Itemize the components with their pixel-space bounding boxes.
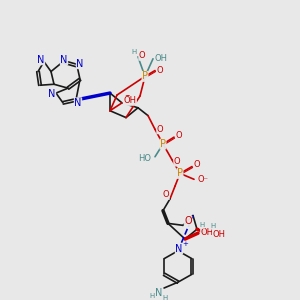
Text: O: O: [157, 125, 163, 134]
Text: OH: OH: [154, 54, 167, 63]
Text: N: N: [74, 98, 82, 108]
Text: P: P: [160, 139, 166, 149]
Text: N: N: [76, 59, 84, 69]
Text: N: N: [37, 55, 45, 65]
Text: P: P: [177, 168, 183, 178]
Text: OH: OH: [200, 228, 214, 237]
Text: O: O: [139, 51, 145, 60]
Text: O: O: [194, 160, 200, 169]
Text: O: O: [184, 216, 192, 226]
Text: H: H: [200, 222, 205, 228]
Text: O: O: [157, 66, 163, 75]
Text: N: N: [60, 55, 68, 65]
Text: OH: OH: [212, 230, 226, 239]
Text: O: O: [174, 157, 180, 166]
Text: HO: HO: [139, 154, 152, 163]
Text: H: H: [131, 49, 136, 55]
Text: N: N: [155, 288, 163, 298]
Text: P: P: [142, 71, 148, 81]
Text: H: H: [149, 293, 154, 299]
Text: N: N: [48, 89, 56, 99]
Text: H: H: [162, 295, 168, 300]
Text: N: N: [175, 244, 183, 254]
Text: H: H: [210, 223, 216, 229]
Text: O: O: [163, 190, 169, 200]
Text: O⁻: O⁻: [197, 175, 208, 184]
Text: +: +: [182, 241, 188, 247]
Text: O: O: [123, 95, 131, 105]
Text: OH: OH: [124, 96, 136, 105]
Text: O: O: [176, 131, 182, 140]
